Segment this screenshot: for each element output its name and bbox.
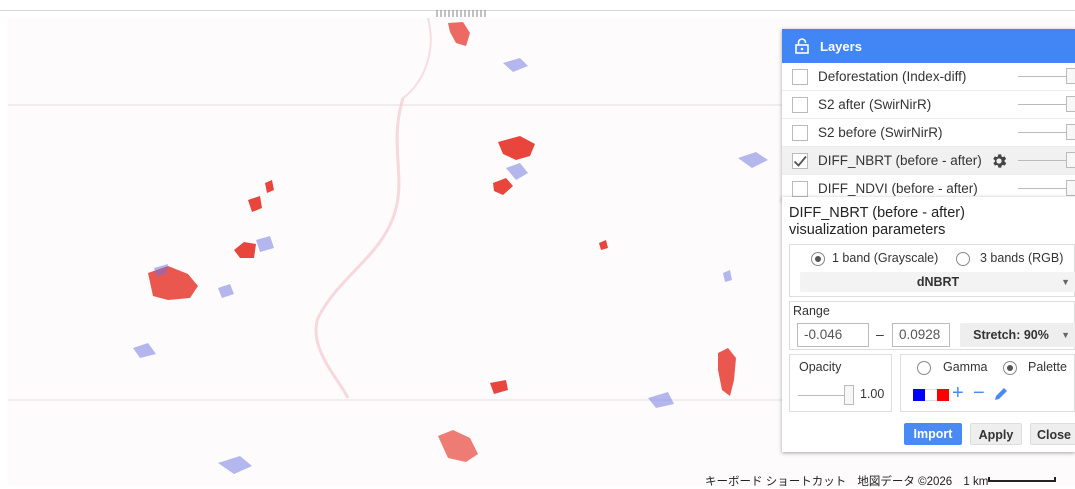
layers-header[interactable]: Layers [782,29,1075,63]
add-color-icon[interactable]: + [952,382,964,404]
gamma-label: Gamma [943,360,988,374]
opacity-slider-handle[interactable] [1066,180,1075,196]
palette-swatch-white[interactable] [925,389,937,401]
opacity-slider-handle[interactable] [1066,96,1075,112]
chevron-down-icon: ▼ [1061,330,1070,340]
panel-splitter[interactable] [0,0,1075,18]
close-button[interactable]: Close [1030,423,1075,445]
checkmark-icon [793,155,807,167]
layer-label: Deforestation (Index-diff) [818,69,967,84]
range-label: Range [793,304,830,318]
splitter-line [0,10,1075,11]
stretch-value: Stretch: 90% [973,328,1049,342]
radio-3-bands[interactable] [956,252,970,266]
lock-icon[interactable] [794,38,810,54]
layer-row-deforestation[interactable]: Deforestation (Index-diff) [782,63,1075,91]
palette-fieldset: Gamma Palette + − [900,354,1075,412]
opacity-slider[interactable] [1018,132,1068,133]
radio-1-band[interactable] [811,252,825,266]
opacity-slider-handle[interactable] [1066,124,1075,140]
opacity-label: Opacity [799,360,842,374]
band-select-value: dNBRT [916,275,960,289]
pencil-icon[interactable] [993,386,1009,402]
opacity-slider[interactable] [798,395,850,396]
import-button[interactable]: Import [904,423,962,445]
radio-gamma[interactable] [917,361,931,375]
band-mode-3-label: 3 bands (RGB) [980,251,1064,265]
scale-bar [988,477,1056,482]
opacity-fieldset: Opacity 1.00 [789,354,892,412]
opacity-slider[interactable] [1018,76,1068,77]
opacity-slider[interactable] [1018,160,1068,161]
layer-label: DIFF_NDVI (before - after) [818,181,978,196]
layer-label: S2 after (SwirNirR) [818,97,932,112]
layer-label: S2 before (SwirNirR) [818,125,943,140]
map-footer: キーボード ショートカット 地図データ ©2026 1 km [705,473,988,489]
opacity-slider-handle[interactable] [1066,152,1075,168]
layer-checkbox[interactable] [792,180,808,197]
visualization-parameters-panel: DIFF_NBRT (before - after) visualization… [782,197,1075,452]
band-select[interactable]: dNBRT ▼ [800,272,1075,292]
keyboard-shortcuts-link[interactable]: キーボード ショートカット [705,476,847,488]
range-max-input[interactable]: 0.0928 [892,323,950,347]
opacity-slider-handle[interactable] [1066,68,1075,84]
radio-palette[interactable] [1003,361,1017,375]
layer-label: DIFF_NBRT (before - after) [818,153,982,168]
layers-panel: Layers Deforestation (Index-diff) S2 aft… [782,29,1075,201]
layer-checkbox[interactable] [792,68,808,85]
opacity-slider[interactable] [1018,104,1068,105]
band-mode-1-label: 1 band (Grayscale) [832,251,939,265]
gear-icon[interactable] [990,152,1008,170]
viz-panel-title: DIFF_NBRT (before - after) visualization… [789,205,965,239]
range-dash: – [876,326,884,342]
layers-title: Layers [820,38,862,54]
layer-row-diff-ndvi[interactable]: DIFF_NDVI (before - after) [782,175,1075,201]
palette-label: Palette [1028,360,1067,374]
scale-label: 1 km [963,476,989,488]
layer-checkbox[interactable] [792,96,808,113]
layer-row-s2-before[interactable]: S2 before (SwirNirR) [782,119,1075,147]
opacity-slider[interactable] [1018,188,1068,189]
remove-color-icon[interactable]: − [973,382,985,404]
map-overlay [8,18,1075,474]
band-fieldset: 1 band (Grayscale) 3 bands (RGB) dNBRT ▼ [789,244,1075,297]
viz-title-line2: visualization parameters [789,222,946,238]
apply-button[interactable]: Apply [970,423,1022,445]
layer-checkbox[interactable] [792,124,808,141]
layer-row-diff-nbrt[interactable]: DIFF_NBRT (before - after) [782,147,1075,175]
palette-swatch-blue[interactable] [913,389,925,401]
palette-swatch-red[interactable] [937,389,949,401]
map-attribution: 地図データ ©2026 [857,476,953,488]
layer-row-s2-after[interactable]: S2 after (SwirNirR) [782,91,1075,119]
chevron-down-icon: ▼ [1061,277,1070,287]
layer-checkbox[interactable] [792,152,808,169]
stretch-select[interactable]: Stretch: 90% ▼ [960,323,1075,347]
opacity-value: 1.00 [860,387,885,401]
viz-title-line1: DIFF_NBRT (before - after) [789,205,965,221]
range-min-input[interactable]: -0.046 [797,323,869,347]
opacity-slider-handle[interactable] [844,385,854,405]
range-fieldset: Range -0.046 – 0.0928 Stretch: 90% ▼ [789,301,1075,350]
splitter-grip[interactable] [436,10,488,17]
